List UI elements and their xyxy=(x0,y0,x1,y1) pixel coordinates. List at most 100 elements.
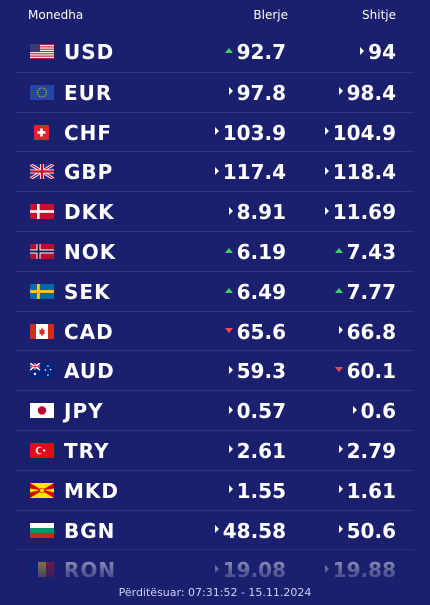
trend-same-icon xyxy=(324,564,329,573)
buy-value: 6.19 xyxy=(236,239,286,264)
buy-value: 8.91 xyxy=(236,200,286,225)
buy-value: 65.6 xyxy=(236,319,286,344)
trend-up-icon xyxy=(224,287,233,293)
exchange-rate-panel: Monedha Blerje Shitje USD 92.7 94 EUR 97.8 98… xyxy=(16,0,414,605)
trend-same-icon xyxy=(228,445,233,454)
sell-value: 19.88 xyxy=(332,558,396,583)
rate-row-eur: EUR 97.8 98.4 xyxy=(16,71,414,112)
sell-rate: 19.88 xyxy=(324,558,396,583)
currency-code: NOK xyxy=(64,239,117,264)
rate-row-usd: USD 92.7 94 xyxy=(16,32,414,72)
trend-same-icon xyxy=(352,405,357,414)
trend-same-icon xyxy=(228,365,233,374)
trend-up-icon xyxy=(224,48,233,53)
rate-row-gbp: GBP 117.4 118.4 xyxy=(16,151,414,191)
buy-rate: 103.9 xyxy=(214,120,286,145)
trend-down-icon xyxy=(334,367,343,373)
trend-same-icon xyxy=(228,206,233,215)
buy-rate: 1.55 xyxy=(228,478,286,503)
trend-same-icon xyxy=(338,326,343,335)
rate-row-try: TRY 2.61 2.79 xyxy=(16,429,414,470)
sell-value: 98.4 xyxy=(346,80,396,105)
rate-row-jpy: JPY 0.57 0.6 xyxy=(16,390,414,430)
header-currency: Monedha xyxy=(28,8,84,22)
rate-row-nok: NOK 6.19 7.43 xyxy=(16,230,414,271)
ch-flag-icon xyxy=(30,124,54,140)
sell-value: 7.77 xyxy=(346,279,396,304)
sell-value: 94 xyxy=(368,40,396,64)
rate-row-cad: CAD 65.6 66.8 xyxy=(16,310,414,351)
buy-rate: 6.19 xyxy=(224,239,286,264)
buy-rate: 8.91 xyxy=(228,200,286,225)
trend-same-icon xyxy=(228,87,233,96)
sell-value: 50.6 xyxy=(346,518,396,543)
buy-rate: 19.08 xyxy=(214,558,286,583)
dk-flag-icon xyxy=(30,204,54,220)
last-updated: Përditësuar: 07:31:52 - 15.11.2024 xyxy=(118,586,312,599)
rate-row-sek: SEK 6.49 7.77 xyxy=(16,270,414,311)
sell-value: 66.8 xyxy=(346,319,396,344)
ro-flag-icon xyxy=(30,562,54,578)
header-sell: Shitje xyxy=(362,8,396,22)
trend-up-icon xyxy=(334,287,343,293)
buy-value: 19.08 xyxy=(222,558,286,583)
gb-flag-icon xyxy=(30,164,54,180)
ca-flag-icon xyxy=(30,323,54,339)
buy-value: 103.9 xyxy=(222,120,286,145)
sell-value: 1.61 xyxy=(346,478,396,503)
currency-code: CHF xyxy=(64,120,113,145)
buy-value: 97.8 xyxy=(236,80,286,105)
rate-row-ron: RON 19.08 19.88 xyxy=(16,549,414,589)
currency-code: DKK xyxy=(64,200,115,225)
sell-rate: 7.43 xyxy=(334,240,396,264)
buy-rate: 2.61 xyxy=(228,439,286,463)
currency-code: JPY xyxy=(64,399,104,424)
trend-down-icon xyxy=(224,327,233,333)
tr-flag-icon xyxy=(30,442,54,458)
bg-flag-icon xyxy=(30,522,54,538)
sell-rate: 94 xyxy=(360,40,396,64)
sell-value: 60.1 xyxy=(346,359,396,384)
table-header: Monedha Blerje Shitje xyxy=(16,0,414,32)
trend-same-icon xyxy=(228,405,233,414)
currency-code: EUR xyxy=(64,80,113,105)
no-flag-icon xyxy=(30,243,54,259)
buy-rate: 59.3 xyxy=(228,359,286,383)
buy-rate: 97.8 xyxy=(228,80,286,105)
buy-value: 0.57 xyxy=(236,399,286,424)
trend-same-icon xyxy=(360,46,365,55)
currency-code: GBP xyxy=(64,160,114,185)
sell-rate: 60.1 xyxy=(334,359,396,384)
buy-rate: 0.57 xyxy=(228,399,286,424)
sell-rate: 66.8 xyxy=(338,319,396,344)
trend-same-icon xyxy=(324,166,329,175)
sell-value: 11.69 xyxy=(332,200,396,225)
currency-code: AUD xyxy=(64,359,115,384)
trend-same-icon xyxy=(214,127,219,136)
trend-same-icon xyxy=(338,485,343,494)
buy-value: 117.4 xyxy=(222,160,286,185)
sell-rate: 98.4 xyxy=(338,80,396,105)
sell-value: 0.6 xyxy=(360,399,396,424)
se-flag-icon xyxy=(30,283,54,299)
currency-code: MKD xyxy=(64,478,120,503)
sell-rate: 104.9 xyxy=(324,121,396,145)
currency-code: USD xyxy=(64,40,115,64)
us-flag-icon xyxy=(30,44,54,59)
buy-rate: 92.7 xyxy=(224,40,286,64)
buy-value: 1.55 xyxy=(236,478,286,503)
au-flag-icon xyxy=(30,363,54,379)
trend-same-icon xyxy=(214,564,219,573)
rate-row-dkk: DKK 8.91 11.69 xyxy=(16,191,414,231)
sell-rate: 50.6 xyxy=(338,518,396,543)
trend-up-icon xyxy=(334,247,343,253)
rate-row-aud: AUD 59.3 60.1 xyxy=(16,350,414,390)
currency-code: TRY xyxy=(64,438,110,463)
trend-up-icon xyxy=(224,247,233,253)
currency-code: RON xyxy=(64,558,117,583)
buy-value: 92.7 xyxy=(236,40,286,64)
rate-list: USD 92.7 94 EUR 97.8 98.4 CHF 103.9 104.9 GBP 117.… xyxy=(16,32,414,589)
sell-value: 118.4 xyxy=(332,160,396,185)
trend-same-icon xyxy=(338,445,343,454)
buy-rate: 65.6 xyxy=(224,319,286,344)
